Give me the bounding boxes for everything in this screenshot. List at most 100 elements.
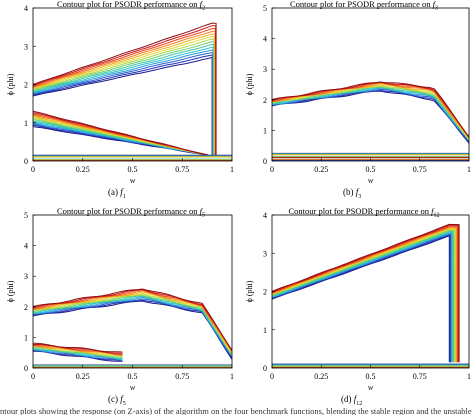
x-tick-label: 0.25 <box>76 372 90 381</box>
panel-d-caption-sub: 12 <box>356 400 363 407</box>
panel-c-caption-sub: 5 <box>122 400 126 407</box>
panel-a-caption-label: (a) <box>108 187 118 197</box>
contour-line <box>33 46 214 156</box>
x-tick-label: 0 <box>270 372 274 381</box>
y-axis-label: ϕ (phi) <box>6 73 15 95</box>
y-tick-label: 2 <box>24 303 28 312</box>
panel-d: Contour plot for PSODR performance on f1… <box>237 203 474 407</box>
y-tick-label: 1 <box>24 333 28 342</box>
x-tick-label: 1 <box>467 372 471 381</box>
contour-line <box>272 229 456 363</box>
panel-c-title-fn: f <box>199 206 202 216</box>
x-tick-label: 1 <box>230 372 234 381</box>
contour-line <box>33 56 213 156</box>
contour-line <box>33 22 217 156</box>
x-tick-label: 0.25 <box>314 165 328 174</box>
panel-d-caption: (d) f12 <box>341 394 362 407</box>
panel-c-caption-label: (c) <box>108 394 118 404</box>
contour-line <box>33 110 209 156</box>
contour-line <box>272 225 459 363</box>
panel-c-chart: 0 0.25 0.5 0.75 1 0 1 2 3 4 5 w ϕ (phi) <box>6 211 234 392</box>
y-tick-label: 3 <box>24 272 28 281</box>
x-axis-label: w <box>130 176 136 185</box>
y-tick-label: 2 <box>263 96 267 105</box>
contour-line <box>33 38 215 156</box>
panel-d-title-text: Contour plot for PSODR performance on <box>288 206 429 216</box>
panel-b-title-text: Contour plot for PSODR performance on <box>290 0 431 9</box>
y-tick-label: 5 <box>24 211 28 220</box>
panel-b-title: Contour plot for PSODR performance on f3 <box>259 0 469 12</box>
panel-d-caption-fn: f <box>353 394 357 404</box>
y-tick-label: 4 <box>263 211 267 220</box>
x-tick-label: 0 <box>270 165 274 174</box>
contour-line <box>33 43 215 156</box>
x-tick-label: 0.5 <box>128 165 138 174</box>
panel-b: Contour plot for PSODR performance on f3… <box>237 0 474 203</box>
contour-line <box>272 230 454 363</box>
contour-line <box>272 84 469 140</box>
contour-line <box>33 41 215 156</box>
contour-group <box>33 288 232 368</box>
panel-c-title: Contour plot for PSODR performance on f5 <box>26 206 236 219</box>
x-tick-label: 1 <box>230 165 234 174</box>
x-tick-label: 0.5 <box>366 372 376 381</box>
panel-a-title: Contour plot for PSODR performance on f2 <box>26 0 236 12</box>
x-axis-label: w <box>368 383 374 392</box>
panel-a-caption-fn: f <box>120 187 123 197</box>
contour-line <box>272 235 450 363</box>
contour-line <box>272 229 455 363</box>
contour-line <box>272 227 457 363</box>
panel-a-caption: (a) f1 <box>108 187 126 200</box>
panel-d-caption-label: (d) <box>341 394 352 404</box>
x-tick-label: 0.75 <box>413 372 427 381</box>
contour-line <box>272 232 453 363</box>
contour-group <box>272 81 469 161</box>
y-tick-label: 0 <box>24 364 28 373</box>
panel-a-caption-sub: 1 <box>122 193 126 200</box>
panel-a-chart: 0 0.25 0.5 0.75 1 0 1 2 3 4 w ϕ (phi) <box>6 4 234 185</box>
contour-line <box>272 81 469 138</box>
x-tick-label: 0.25 <box>76 165 90 174</box>
contour-line <box>33 25 217 156</box>
y-tick-label: 0 <box>263 364 267 373</box>
contour-line <box>272 234 451 363</box>
x-tick-label: 0.5 <box>366 165 376 174</box>
x-tick-label: 0.75 <box>413 165 427 174</box>
y-tick-label: 4 <box>24 242 28 251</box>
panel-b-title-fn: f <box>432 0 435 9</box>
contour-line <box>33 49 214 156</box>
y-tick-label: 0 <box>263 157 267 166</box>
y-tick-label: 1 <box>24 119 28 128</box>
y-axis-label: ϕ (phi) <box>6 280 15 302</box>
panel-c-caption: (c) f5 <box>108 394 126 407</box>
contour-line <box>33 114 209 156</box>
panel-b-title-sub: 3 <box>434 5 438 12</box>
panel-b-chart: 0 0.25 0.5 0.75 1 0 1 2 3 4 5 w ϕ (phi) <box>245 4 471 185</box>
contour-line <box>33 289 232 352</box>
panel-c-title-sub: 5 <box>201 212 205 219</box>
panel-d-title-sub: 12 <box>433 212 440 219</box>
panel-d-title-fn: f <box>431 206 434 216</box>
panel-c-caption-fn: f <box>120 394 123 404</box>
y-tick-label: 4 <box>263 35 267 44</box>
panel-b-caption-label: (b) <box>343 187 354 197</box>
y-tick-label: 5 <box>263 4 267 13</box>
y-axis-label: ϕ (phi) <box>245 73 254 95</box>
panel-a-title-sub: 2 <box>201 5 205 12</box>
panel-a: Contour plot for PSODR performance on f2… <box>0 0 237 203</box>
contour-line <box>33 35 215 156</box>
x-tick-label: 1 <box>467 165 471 174</box>
panel-b-caption-sub: 3 <box>358 193 362 200</box>
contour-line <box>272 228 456 363</box>
contour-line <box>272 233 452 363</box>
y-tick-label: 2 <box>263 288 267 297</box>
panel-d-title: Contour plot for PSODR performance on f1… <box>259 206 469 219</box>
y-axis-label: ϕ (phi) <box>245 280 254 302</box>
contour-line <box>33 288 232 351</box>
contour-line <box>272 85 469 141</box>
panel-a-title-text: Contour plot for PSODR performance on <box>57 0 198 9</box>
y-tick-label: 1 <box>263 326 267 335</box>
contour-line <box>272 224 459 363</box>
